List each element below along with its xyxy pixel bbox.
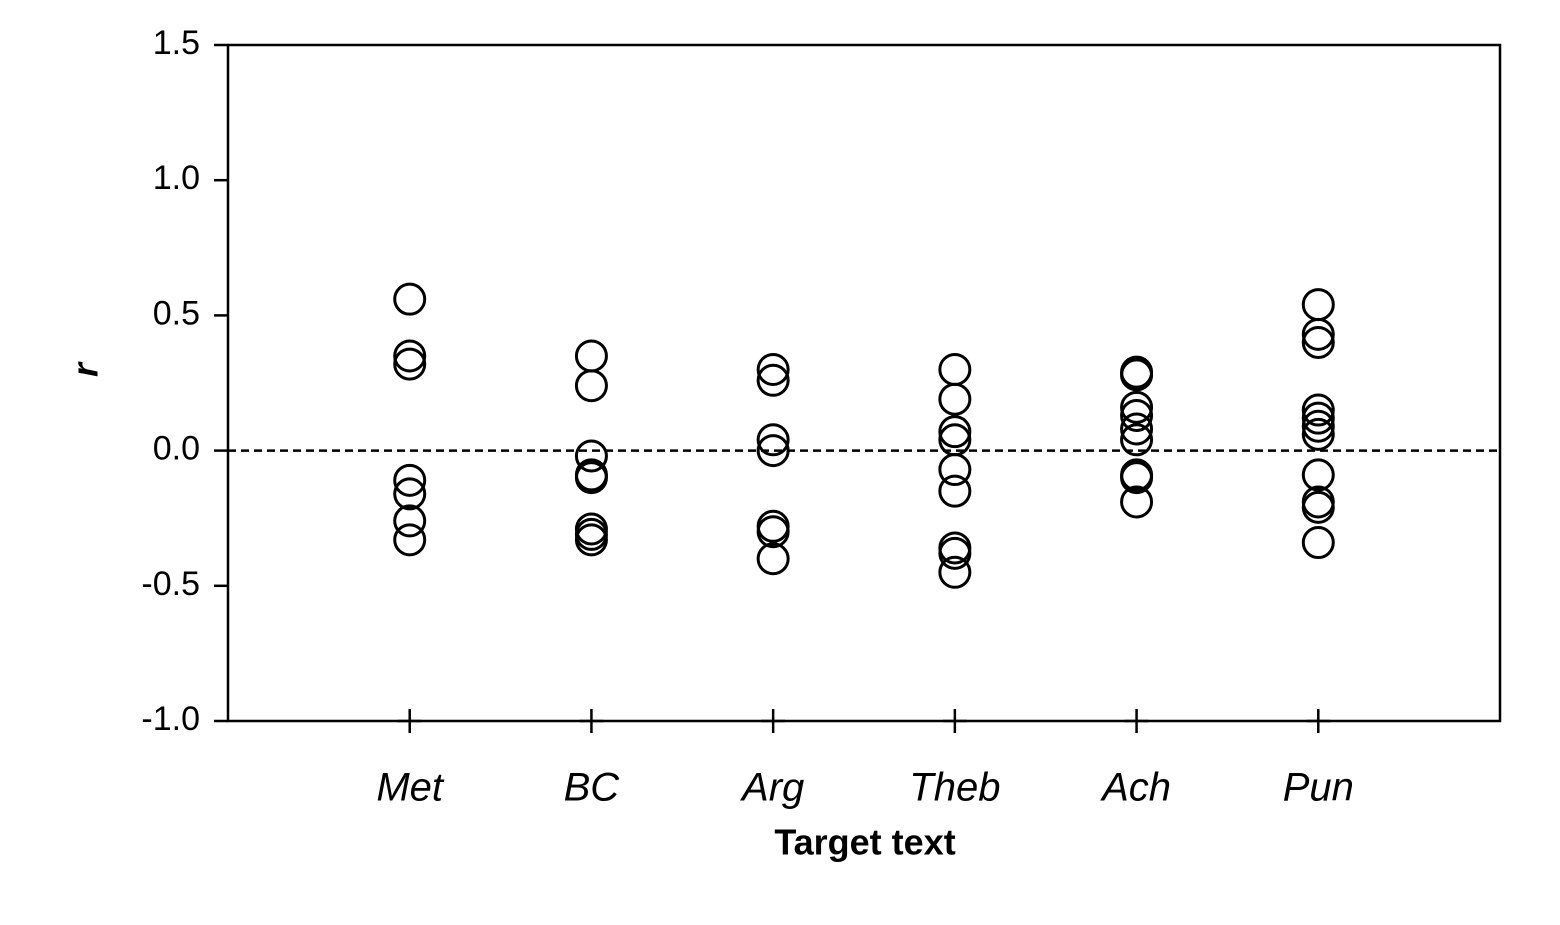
point <box>574 369 608 403</box>
y-axis-title: r <box>65 361 106 377</box>
point <box>1301 401 1335 435</box>
point <box>574 458 608 492</box>
point <box>756 352 790 386</box>
point <box>938 536 972 570</box>
point <box>393 523 427 557</box>
point <box>393 339 427 373</box>
x-axis-title: Target text <box>774 822 955 863</box>
point <box>1301 325 1335 359</box>
point <box>756 515 790 549</box>
point <box>393 477 427 511</box>
y-tick-label: -1.0 <box>141 700 200 738</box>
point <box>1301 409 1335 443</box>
point <box>393 504 427 538</box>
x-tick-label: Arg <box>740 766 804 810</box>
point <box>1301 526 1335 560</box>
point <box>938 423 972 457</box>
point <box>756 434 790 468</box>
point <box>1301 458 1335 492</box>
x-tick-label: Met <box>376 766 445 810</box>
point <box>393 347 427 381</box>
point <box>1120 412 1154 446</box>
point <box>756 423 790 457</box>
point <box>1120 485 1154 519</box>
point <box>1301 288 1335 322</box>
plot-frame <box>226 43 1502 723</box>
point <box>574 339 608 373</box>
point <box>1120 355 1154 389</box>
point <box>1120 390 1154 424</box>
x-tick-label: BC <box>564 766 621 810</box>
point <box>1301 317 1335 351</box>
y-tick-label: 0.0 <box>153 430 200 468</box>
x-tick-label: Theb <box>909 766 1000 810</box>
point <box>393 282 427 316</box>
point <box>1120 423 1154 457</box>
point <box>574 439 608 473</box>
point <box>1120 358 1154 392</box>
y-tick-label: -0.5 <box>141 565 200 603</box>
point <box>1301 417 1335 451</box>
point <box>938 352 972 386</box>
point <box>938 382 972 416</box>
point <box>1120 461 1154 495</box>
point <box>1301 393 1335 427</box>
point <box>756 542 790 576</box>
x-tick-label: Pun <box>1283 766 1354 810</box>
y-tick-label: 1.0 <box>153 159 200 197</box>
point <box>938 474 972 508</box>
point <box>1301 490 1335 524</box>
point <box>393 463 427 497</box>
y-tick-label: 0.5 <box>153 294 200 332</box>
y-tick-label: 1.5 <box>153 24 200 62</box>
point <box>1120 458 1154 492</box>
point <box>574 523 608 557</box>
point <box>756 363 790 397</box>
point <box>938 453 972 487</box>
point <box>574 461 608 495</box>
point <box>1120 398 1154 432</box>
point <box>938 555 972 589</box>
x-tick-label: Ach <box>1100 766 1171 810</box>
point <box>938 415 972 449</box>
